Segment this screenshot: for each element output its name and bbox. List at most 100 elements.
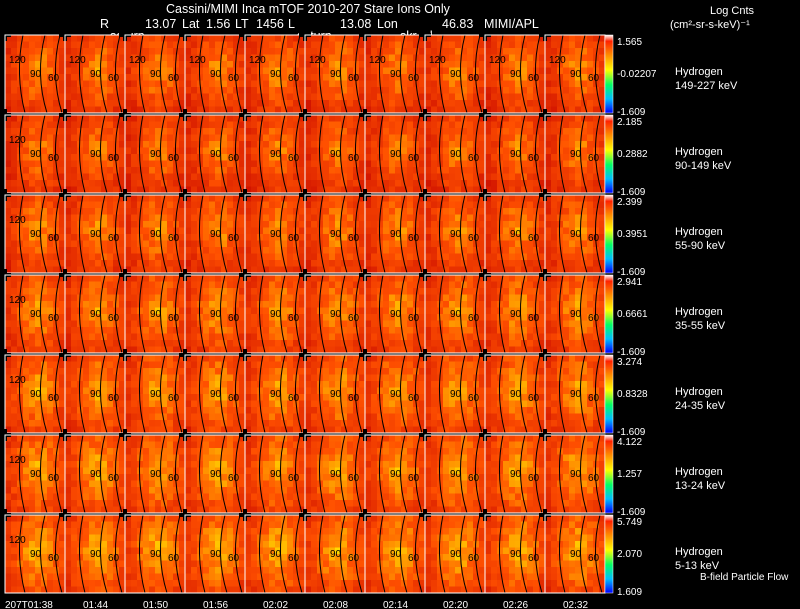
heat-cell [185,260,192,267]
heat-cell [515,54,522,62]
heat-cell [395,180,402,187]
heat-cell [125,41,132,49]
heat-cell [329,260,336,267]
heat-cell [395,93,402,101]
heat-cell [545,247,552,254]
heat-cell [233,61,240,68]
heat-cell [155,307,162,315]
heat-cell [449,275,456,282]
heat-cell [143,74,150,81]
heat-cell [479,106,486,114]
heat-cell [383,35,390,42]
heat-cell [203,208,210,215]
heat-cell [545,41,552,49]
heat-cell [341,240,348,248]
heat-cell [41,227,48,235]
heat-cell [89,266,96,274]
contour-line-60 [114,274,123,354]
heat-cell [293,266,300,274]
heat-cell [455,266,462,274]
contour-line-60 [354,194,363,274]
heat-cell [257,147,264,155]
heat-cell [167,281,174,289]
heat-cell [131,320,138,328]
heat-cell [563,214,570,222]
heat-cell [593,93,600,101]
heat-cell [563,221,570,228]
heat-cell [29,93,36,101]
heat-cell [461,61,468,68]
heat-cell [563,41,570,49]
heat-cell [125,74,132,81]
heat-cell [545,128,552,135]
heat-cell [575,180,582,187]
heat-cell [593,227,600,235]
heat-cell [323,294,330,302]
heat-cell [245,35,252,42]
heat-cell [251,74,258,81]
heat-cell [137,41,144,49]
heat-cell [521,48,528,55]
heat-cell [131,128,138,135]
contour-line-90 [279,194,288,274]
heat-cell [563,141,570,148]
heat-cell [599,87,606,94]
heat-cell [35,61,42,68]
heat-cell [371,214,378,222]
contour-label-60: 60 [408,313,420,324]
heat-cell [275,327,282,334]
heat-cell [269,307,276,315]
heat-cell [563,180,570,187]
heat-cell [389,93,396,101]
heat-cell [365,288,372,295]
heat-cell [383,87,390,94]
heat-cell [491,240,498,248]
heat-cell [323,208,330,215]
heat-cell [539,160,546,168]
heat-cell [317,147,324,155]
heat-cell [77,147,84,155]
heat-cell [269,154,276,161]
heat-cell [119,87,126,94]
heat-cell [569,67,576,75]
heat-cell [203,314,210,321]
lon-label: Lon [377,17,398,31]
heat-cell [275,147,282,155]
heat-cell [173,67,180,75]
heat-cell [161,314,168,321]
heat-cell [569,87,576,94]
heat-cell [341,87,348,94]
heat-cell [467,260,474,267]
heat-cell [461,346,468,354]
heat-cell [29,247,36,254]
heat-cell [527,106,534,114]
heat-cell [377,147,384,155]
heat-cell [473,128,480,135]
heat-cell [281,160,288,168]
heat-cell [551,128,558,135]
heat-cell [521,74,528,81]
heat-cell [317,61,324,68]
heat-cell [515,134,522,142]
heat-cell [317,346,324,354]
heat-cell [353,41,360,49]
heat-cell [107,314,114,321]
heat-cell [401,253,408,261]
heat-cell [227,93,234,101]
heat-cell [263,87,270,94]
heat-cell [89,115,96,122]
heat-cell [389,128,396,135]
heat-cell [101,41,108,49]
heat-cell [71,80,78,88]
heat-cell [299,35,306,42]
heat-cell [119,320,126,328]
heat-cell [77,221,84,228]
heat-cell [35,128,42,135]
heat-cell [443,93,450,101]
heat-cell [437,247,444,254]
heat-cell [347,186,354,194]
heat-cell [401,147,408,155]
heat-cell [443,214,450,222]
heat-cell [113,234,120,241]
contour-label-60: 60 [468,233,480,244]
